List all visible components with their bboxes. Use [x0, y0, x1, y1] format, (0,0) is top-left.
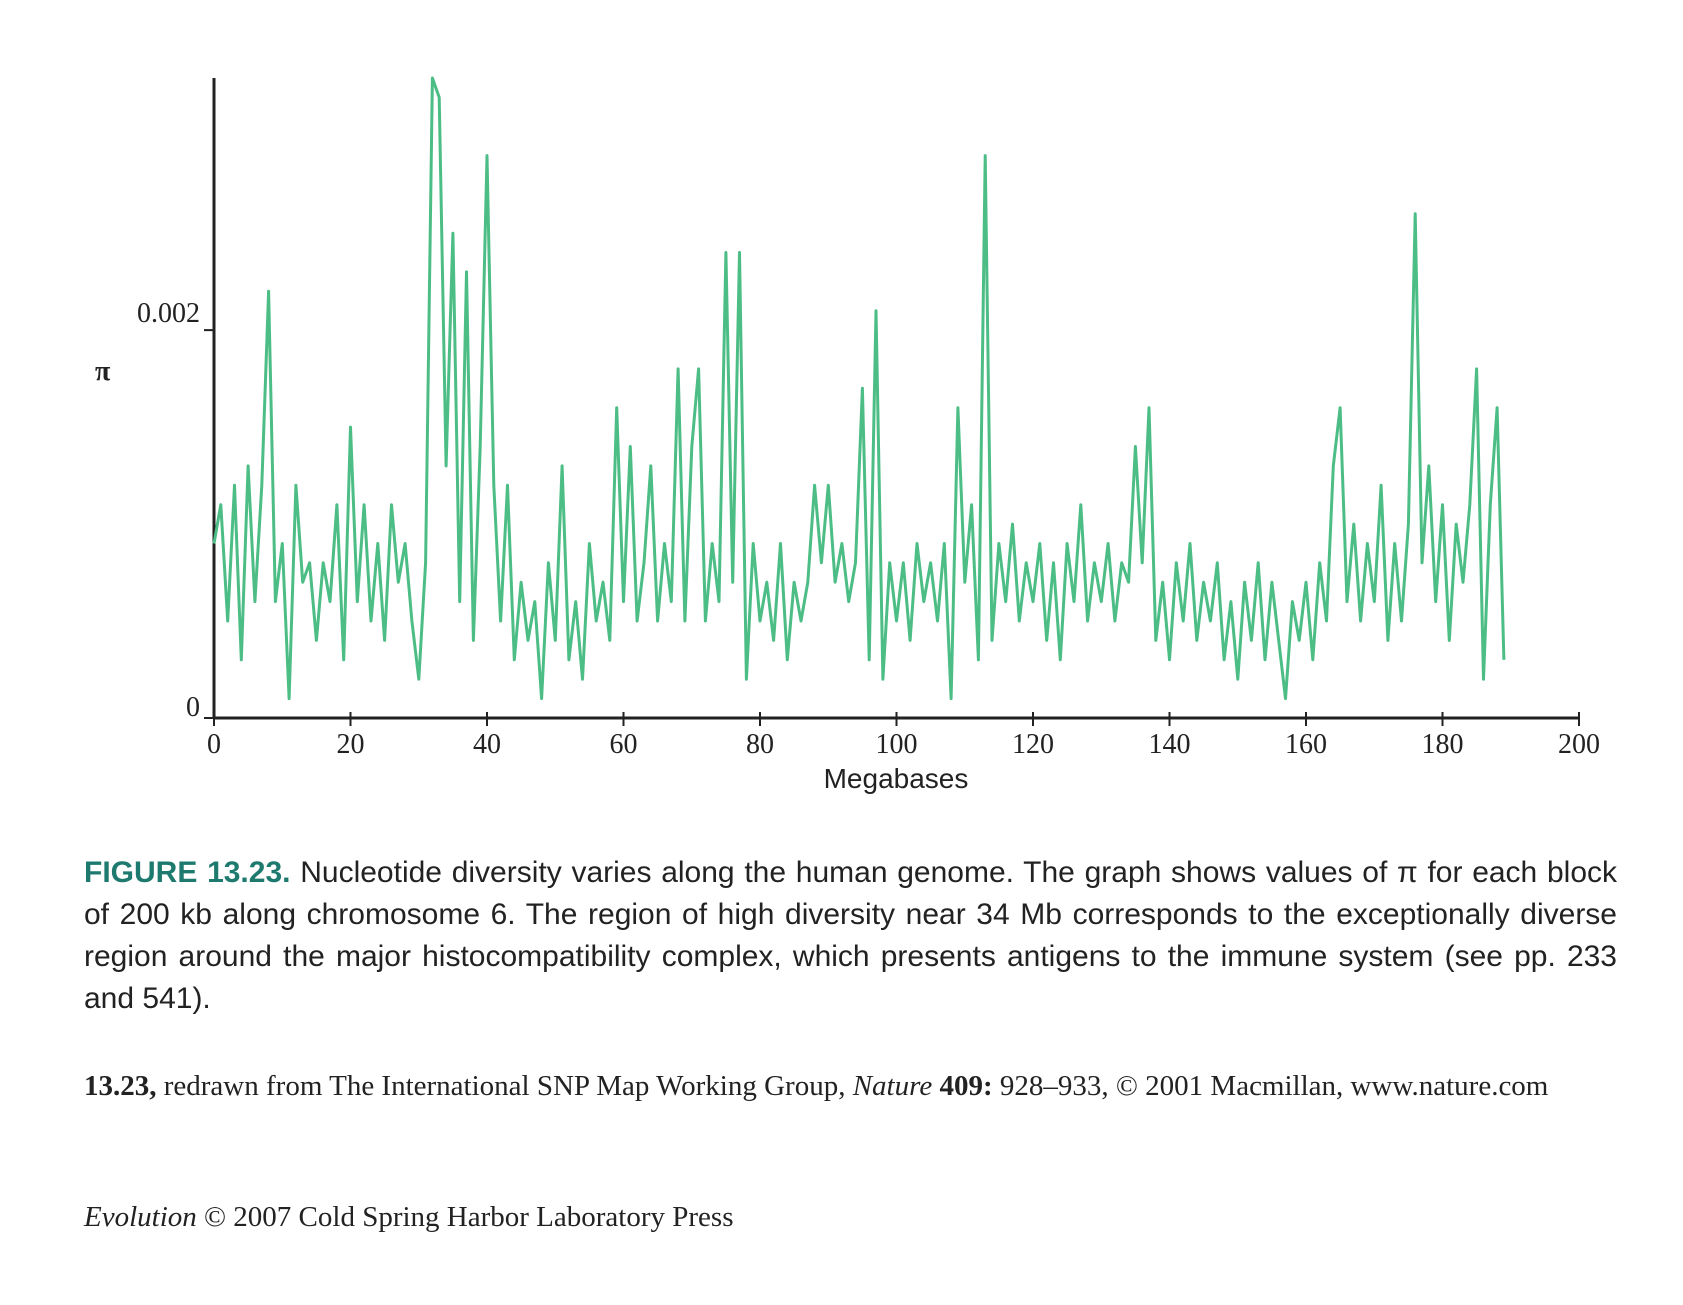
footer-text: © 2007 Cold Spring Harbor Laboratory Pre…: [204, 1201, 734, 1233]
x-tick-label: 120: [1012, 729, 1054, 760]
x-tick-label: 80: [746, 729, 774, 760]
x-tick-label: 0: [207, 729, 221, 760]
footer-book: Evolution: [84, 1201, 197, 1233]
y-tick-label: 0: [186, 692, 200, 723]
x-tick-label: 20: [337, 729, 365, 760]
x-tick-label: 100: [876, 729, 918, 760]
chart: π Megabases 0 0.002 0 20 40 60 80 100 120 140 160 1…: [95, 76, 1600, 794]
y-tick-label: 0.002: [137, 298, 200, 329]
x-tick-label: 60: [610, 729, 638, 760]
credit: 13.23, redrawn from The International SN…: [84, 1064, 1624, 1108]
x-tick-label: 180: [1422, 729, 1464, 760]
data-line: [212, 76, 1506, 701]
caption-label: FIGURE 13.23.: [84, 856, 291, 889]
footer: Evolution © 2007 Cold Spring Harbor Labo…: [84, 1195, 1624, 1239]
y-axis-label: π: [95, 356, 111, 387]
credit-journal: Nature: [852, 1070, 933, 1102]
credit-figure: 13.23,: [84, 1070, 157, 1102]
credit-volume: 409:: [939, 1070, 993, 1102]
caption: FIGURE 13.23. Nucleotide diversity varie…: [84, 852, 1617, 1020]
credit-text: redrawn from The International SNP Map W…: [163, 1070, 846, 1102]
x-tick-label: 140: [1149, 729, 1191, 760]
x-axis-label: Megabases: [824, 763, 969, 794]
credit-rest: 928–933, © 2001 Macmillan, www.nature.co…: [999, 1070, 1549, 1102]
x-tick-label: 200: [1558, 729, 1600, 760]
x-tick-label: 40: [473, 729, 501, 760]
x-tick-label: 160: [1285, 729, 1327, 760]
caption-text: Nucleotide diversity varies along the hu…: [84, 856, 1618, 1015]
